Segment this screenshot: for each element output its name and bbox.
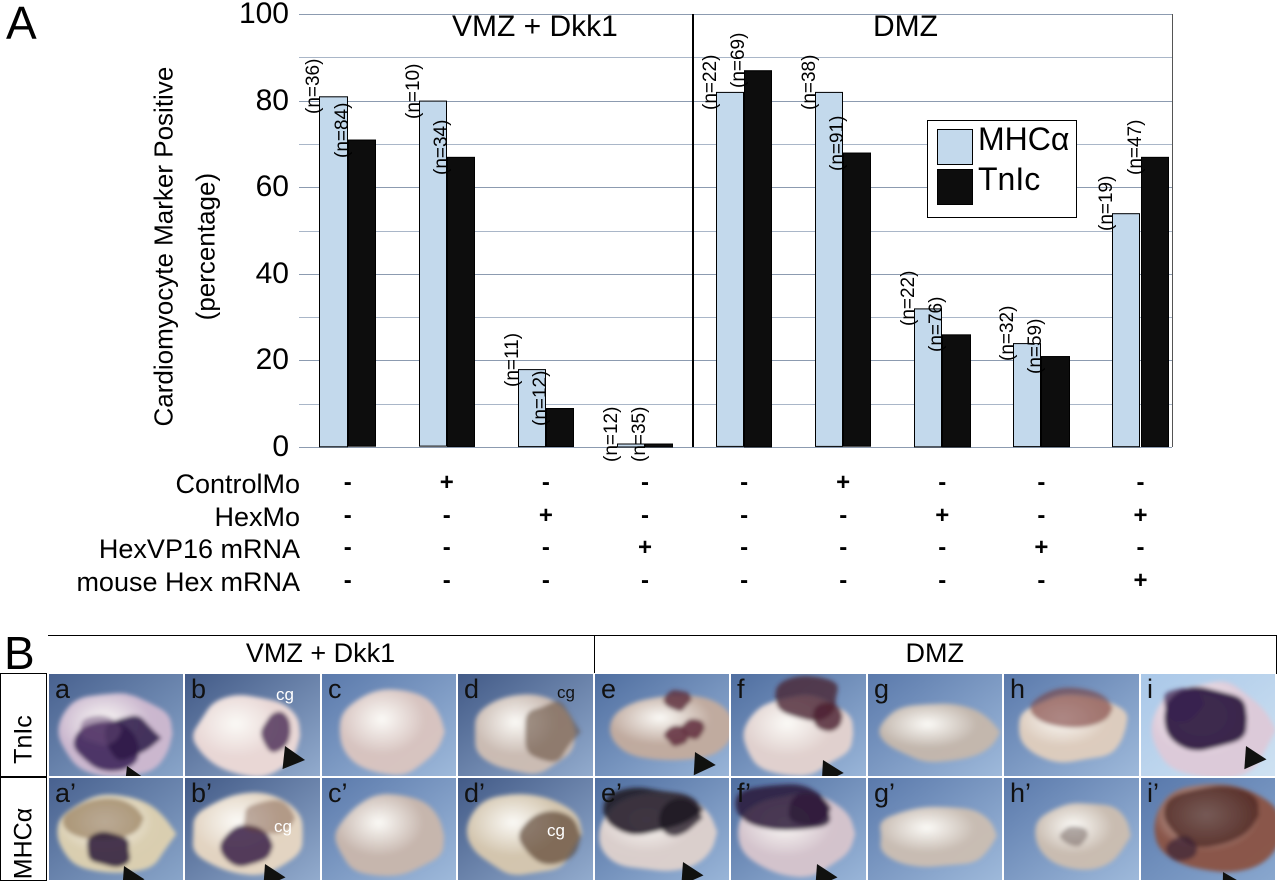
svg-text:i’: i’ [1147,778,1159,808]
svg-text:d: d [464,674,479,704]
svg-text:g: g [874,674,889,704]
svg-text:cg: cg [274,817,292,836]
svg-text:c’: c’ [328,778,348,808]
svg-text:h’: h’ [1010,778,1031,808]
svg-text:g’: g’ [874,778,895,808]
svg-text:f’: f’ [737,778,751,808]
svg-text:cg: cg [276,685,294,704]
svg-text:a: a [55,674,70,704]
svg-text:e: e [601,674,616,704]
svg-text:a’: a’ [55,778,76,808]
svg-text:c: c [328,674,342,704]
svg-text:f: f [737,674,745,704]
svg-text:b: b [191,674,206,704]
svg-text:b’: b’ [191,778,212,808]
svg-text:i: i [1147,674,1153,704]
svg-text:d’: d’ [464,778,485,808]
svg-text:e’: e’ [601,778,622,808]
svg-text:cg: cg [547,821,565,840]
svg-text:h: h [1010,674,1025,704]
svg-text:cg: cg [557,683,575,702]
